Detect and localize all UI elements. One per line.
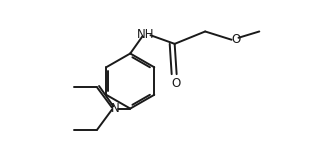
Text: O: O (231, 33, 240, 46)
Text: O: O (171, 77, 180, 89)
Text: NH: NH (137, 28, 154, 41)
Text: N: N (111, 102, 119, 115)
